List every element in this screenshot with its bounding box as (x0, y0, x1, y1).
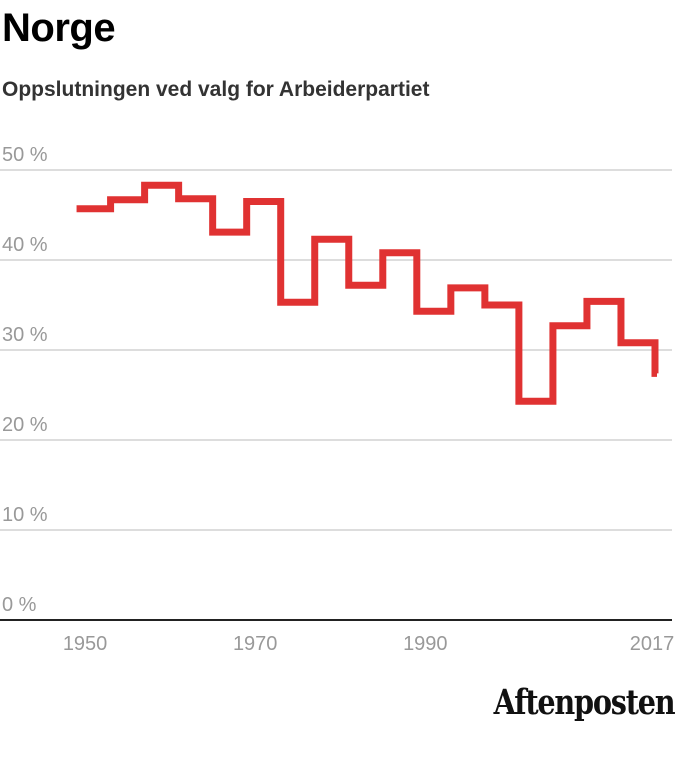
y-tick-label: 40 % (2, 234, 48, 256)
y-tick-label: 20 % (2, 414, 48, 436)
y-axis-labels: 0 % 10 % 20 % 30 % 40 % 50 % (2, 144, 48, 616)
x-axis-labels: 1950 1970 1990 2017 (63, 633, 674, 655)
y-tick-label: 10 % (2, 504, 48, 526)
x-tick-label: 1970 (233, 633, 278, 655)
series-line-arbeiderpartiet (76, 181, 659, 405)
y-tick-label: 50 % (2, 144, 48, 166)
grid-lines (0, 169, 672, 531)
y-tick-label: 30 % (2, 324, 48, 346)
x-tick-label: 1990 (403, 633, 448, 655)
x-tick-label: 2017 (630, 633, 675, 655)
aftenposten-logo: Aftenposten (493, 682, 675, 723)
x-tick-label: 1950 (63, 633, 108, 655)
page-title: Norge (2, 6, 116, 50)
y-tick-label: 0 % (2, 594, 37, 616)
step-line-chart: 0 % 10 % 20 % 30 % 40 % 50 % 1950 1970 1990 2017 (0, 144, 674, 655)
chart-subtitle: Oppslutningen ved valg for Arbeiderparti… (2, 78, 430, 101)
